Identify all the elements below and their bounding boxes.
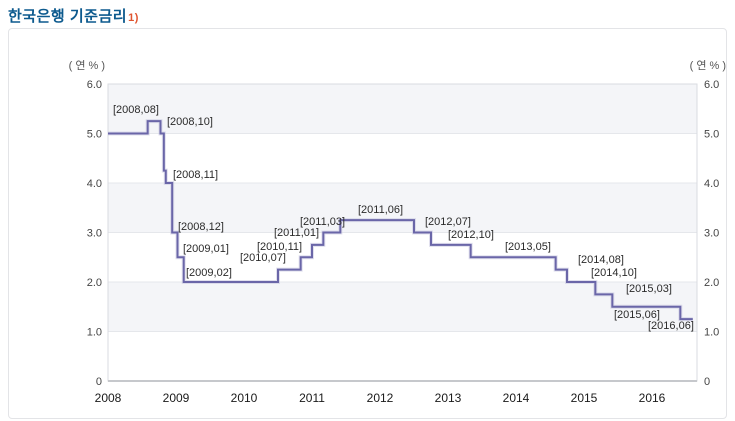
svg-text:5.0: 5.0 <box>87 129 102 141</box>
svg-text:2009: 2009 <box>163 391 190 405</box>
title-footnote-marker: 1) <box>128 12 139 24</box>
svg-text:0: 0 <box>704 376 710 388</box>
svg-text:3.0: 3.0 <box>704 228 719 240</box>
point-label: [2011,01] <box>274 227 319 239</box>
svg-text:2015: 2015 <box>571 391 598 405</box>
point-label: [2009,02] <box>186 267 232 279</box>
point-label: [2014,08] <box>578 254 624 266</box>
x-axis-labels: 2008 2009 2010 2011 2012 2013 2014 2015 2016 <box>95 391 666 405</box>
point-label: [2013,05] <box>505 241 551 253</box>
page-title-text: 한국은행 기준금리 <box>8 8 128 25</box>
svg-text:2014: 2014 <box>503 391 530 405</box>
point-label: [2016,06] <box>648 320 694 332</box>
svg-text:2011: 2011 <box>299 391 325 405</box>
svg-text:2010: 2010 <box>231 391 258 405</box>
svg-text:0: 0 <box>96 376 102 388</box>
point-label: [2008,10] <box>167 116 213 128</box>
svg-text:1.0: 1.0 <box>87 327 102 339</box>
y-axis-labels-left: 6.0 5.0 4.0 3.0 2.0 1.0 0 <box>87 79 102 388</box>
point-label: [2012,10] <box>448 229 494 241</box>
point-label: [2010,07] <box>240 252 286 264</box>
svg-text:2013: 2013 <box>435 391 462 405</box>
svg-text:2008: 2008 <box>95 391 122 405</box>
y-axis-labels-right: 6.0 5.0 4.0 3.0 2.0 1.0 0 <box>704 79 719 388</box>
y-axis-unit-right: ( 연 % ) <box>689 60 726 72</box>
svg-text:2.0: 2.0 <box>87 277 102 289</box>
svg-text:5.0: 5.0 <box>704 129 719 141</box>
svg-text:2012: 2012 <box>367 391 394 405</box>
rate-line <box>108 120 693 321</box>
svg-text:1.0: 1.0 <box>704 327 719 339</box>
svg-text:4.0: 4.0 <box>87 178 102 190</box>
svg-text:6.0: 6.0 <box>704 79 719 91</box>
svg-text:3.0: 3.0 <box>87 228 102 240</box>
svg-text:6.0: 6.0 <box>87 79 102 91</box>
point-label: [2011,03] <box>300 216 345 228</box>
point-label: [2015,03] <box>626 283 672 295</box>
point-label: [2010,11] <box>257 241 302 253</box>
point-label: [2014,10] <box>591 267 637 279</box>
svg-text:4.0: 4.0 <box>704 178 719 190</box>
point-label: [2008,11] <box>173 169 218 181</box>
point-label: [2015,06] <box>614 309 660 321</box>
point-label: [2008,12] <box>178 221 224 233</box>
point-labels: [2008,08] [2008,10] [2008,11] [2008,12] [200… <box>113 104 694 332</box>
chart-bands <box>108 84 697 381</box>
page-title: 한국은행 기준금리1) <box>8 5 139 26</box>
point-label: [2009,01] <box>183 243 229 255</box>
point-label: [2012,07] <box>425 216 471 228</box>
svg-text:2016: 2016 <box>639 391 666 405</box>
svg-text:2.0: 2.0 <box>704 277 719 289</box>
y-axis-unit-left: ( 연 % ) <box>68 60 105 72</box>
point-label: [2011,06] <box>358 204 403 216</box>
point-label: [2008,08] <box>113 104 159 116</box>
